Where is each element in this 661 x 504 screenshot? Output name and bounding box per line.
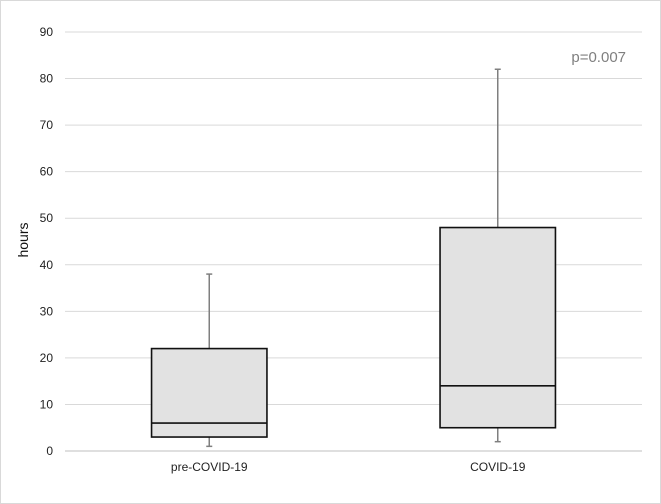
x-category-label: COVID-19 (470, 460, 526, 474)
y-tick-label: 50 (40, 211, 54, 225)
boxes (150, 68, 557, 448)
interquartile-box (439, 226, 557, 429)
x-axis-categories: pre-COVID-19 COVID-19 (171, 460, 526, 474)
y-tick-label: 60 (40, 165, 54, 179)
y-axis-label: hours (15, 222, 31, 257)
y-tick-label: 40 (40, 258, 54, 272)
y-tick-label: 0 (46, 444, 53, 458)
y-tick-label: 90 (40, 25, 54, 39)
box-covid-19 (439, 68, 557, 443)
y-tick-label: 30 (40, 304, 54, 318)
p-value-annotation: p=0.007 (571, 49, 626, 66)
y-tick-label: 80 (40, 72, 54, 86)
box-pre-covid-19 (150, 273, 268, 448)
x-category-label: pre-COVID-19 (171, 460, 248, 474)
y-axis-ticks: 0 10 20 30 40 50 60 70 80 90 (40, 25, 54, 458)
y-tick-label: 10 (40, 397, 54, 411)
y-tick-label: 70 (40, 118, 54, 132)
y-tick-label: 20 (40, 351, 54, 365)
